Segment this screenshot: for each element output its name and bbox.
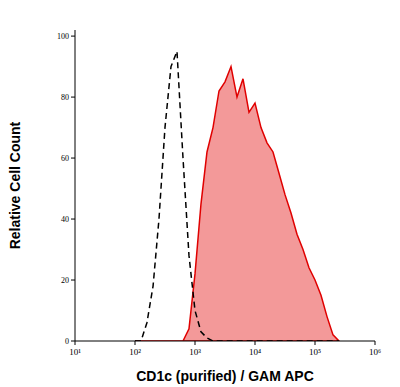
y-tick [71,280,75,281]
y-tick-label: 80 [61,93,69,102]
x-tick [135,341,136,345]
x-axis-label: CD1c (purified) / GAM APC [136,368,314,384]
y-axis-label: Relative Cell Count [7,121,23,249]
y-tick-label: 40 [61,215,69,224]
chart: 0 20 40 60 80 100 10¹ 10² 10³ 10⁴ 10⁵ 10⁶ CD1c (puri… [0,0,400,387]
x-tick-label: 10³ [189,347,201,357]
x-tick-label: 10² [129,347,141,357]
y-tick-label: 100 [57,32,69,41]
x-tick-label: 10¹ [69,347,81,357]
y-tick [71,158,75,159]
y-tick [71,36,75,37]
x-tick-label: 10⁴ [249,347,261,357]
x-tick [315,341,316,345]
y-tick [71,97,75,98]
x-axis [75,341,375,342]
plot-area [135,51,339,341]
x-tick [375,341,376,345]
histogram-area [135,67,339,341]
y-tick-label: 60 [61,154,69,163]
y-axis [75,30,76,341]
x-tick-label: 10⁶ [369,347,381,357]
y-tick [71,219,75,220]
x-tick [195,341,196,345]
x-tick [255,341,256,345]
y-tick-label: 20 [61,276,69,285]
y-tick-label: 0 [65,337,69,346]
x-tick-label: 10⁵ [309,347,321,357]
y-tick [71,341,75,342]
histogram-line [135,51,339,341]
x-tick [75,341,76,345]
